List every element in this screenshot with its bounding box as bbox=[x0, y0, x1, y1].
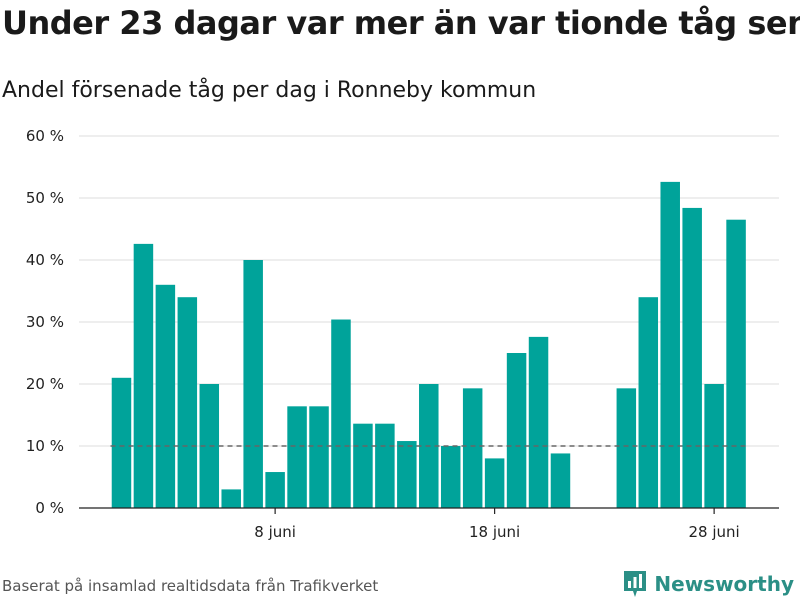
y-tick-label: 50 % bbox=[26, 189, 64, 207]
bar bbox=[133, 243, 154, 508]
chart-title: Under 23 dagar var mer än var tionde tåg… bbox=[2, 4, 800, 42]
axes: 0 % 10 % 20 % 30 % 40 % 50 % 60 % 8 juni 18 juni… bbox=[26, 127, 779, 541]
bar bbox=[177, 297, 198, 508]
bar bbox=[660, 181, 680, 508]
bar bbox=[221, 489, 241, 508]
bar bbox=[638, 297, 659, 508]
x-tick-label: 8 juni bbox=[254, 523, 296, 541]
bar bbox=[528, 336, 549, 508]
bar bbox=[265, 472, 285, 508]
brand-name: Newsworthy bbox=[654, 572, 794, 596]
x-tick-label: 18 juni bbox=[469, 523, 520, 541]
bar bbox=[462, 388, 483, 508]
bar bbox=[111, 377, 132, 508]
bar bbox=[682, 207, 702, 509]
x-tick-label: 28 juni bbox=[689, 523, 740, 541]
chart-subtitle: Andel försenade tåg per dag i Ronneby ko… bbox=[2, 78, 537, 103]
y-tick-label: 60 % bbox=[26, 127, 64, 145]
source-note: Baserat på insamlad realtidsdata från Tr… bbox=[2, 577, 379, 595]
bar bbox=[375, 423, 395, 508]
bar bbox=[726, 219, 746, 508]
bar bbox=[506, 353, 527, 508]
bar bbox=[199, 384, 220, 508]
bar bbox=[155, 284, 176, 508]
bar bbox=[484, 458, 505, 508]
y-tick-label: 40 % bbox=[26, 251, 64, 269]
bar bbox=[550, 453, 571, 508]
bars bbox=[111, 181, 746, 509]
brand-logo: Newsworthy bbox=[622, 569, 794, 599]
y-tick-label: 10 % bbox=[26, 437, 64, 455]
bar bbox=[331, 319, 351, 508]
bar bbox=[287, 406, 307, 508]
bar bbox=[397, 441, 417, 508]
y-tick-label: 20 % bbox=[26, 375, 64, 393]
bar bbox=[616, 388, 637, 508]
bar-chart-logo-icon bbox=[624, 571, 647, 597]
bar bbox=[243, 260, 263, 508]
bar bbox=[353, 423, 373, 508]
bar bbox=[440, 446, 461, 508]
bar bbox=[309, 406, 329, 508]
y-tick-label: 0 % bbox=[35, 499, 64, 517]
y-tick-label: 30 % bbox=[26, 313, 64, 331]
